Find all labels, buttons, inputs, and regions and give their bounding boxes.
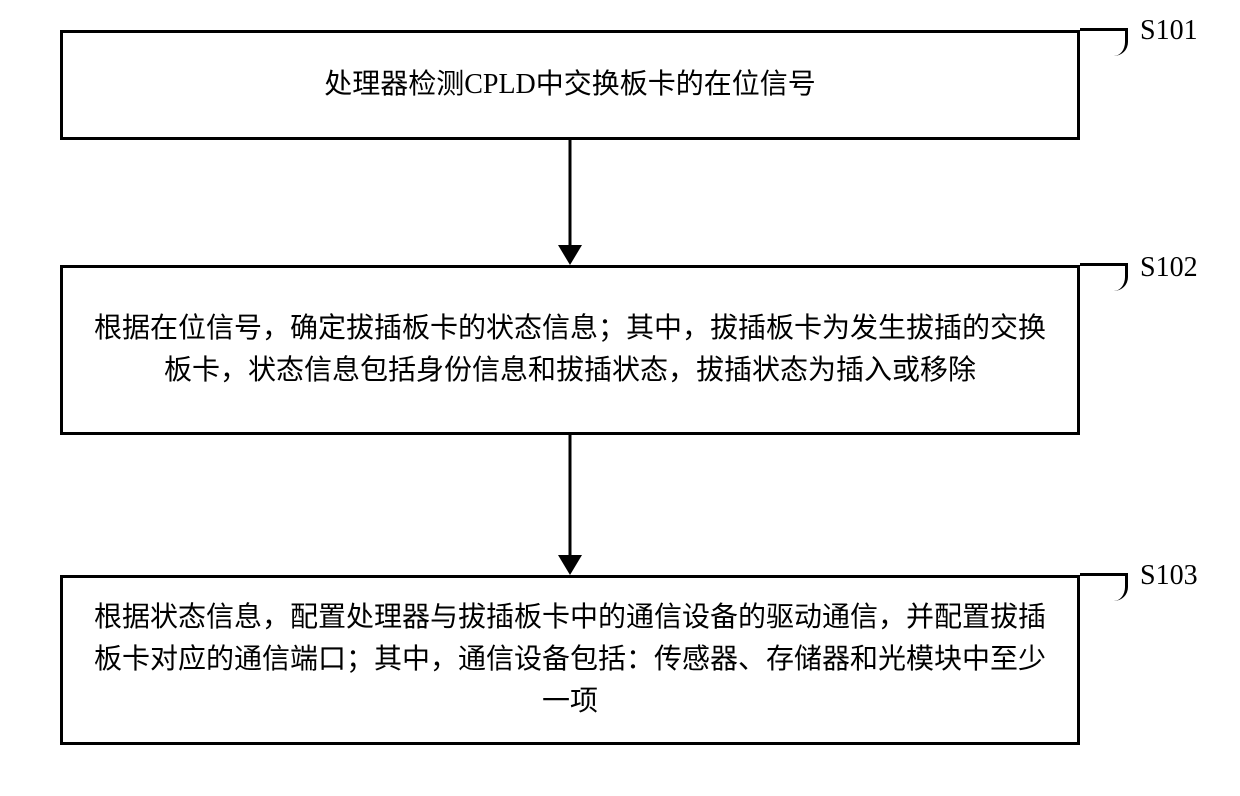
arrow-head [558,555,582,575]
node-text: 处理器检测CPLD中交换板卡的在位信号 [324,64,816,106]
arrow-line [569,140,572,245]
arrow-head [558,245,582,265]
flowchart-container: 处理器检测CPLD中交换板卡的在位信号 S101 根据在位信号，确定拔插板卡的状… [0,0,1240,796]
label-connector [1080,263,1128,291]
flowchart-node-s102: 根据在位信号，确定拔插板卡的状态信息；其中，拔插板卡为发生拔插的交换板卡，状态信… [60,265,1080,435]
node-text: 根据状态信息，配置处理器与拔插板卡中的通信设备的驱动通信，并配置拔插板卡对应的通… [87,597,1053,723]
arrow-line [569,435,572,555]
label-connector [1080,573,1128,601]
node-text: 根据在位信号，确定拔插板卡的状态信息；其中，拔插板卡为发生拔插的交换板卡，状态信… [87,308,1053,392]
step-label-s103: S103 [1140,560,1198,592]
step-label-s101: S101 [1140,15,1198,47]
step-label-s102: S102 [1140,252,1198,284]
label-connector [1080,28,1128,56]
flowchart-node-s101: 处理器检测CPLD中交换板卡的在位信号 [60,30,1080,140]
flowchart-node-s103: 根据状态信息，配置处理器与拔插板卡中的通信设备的驱动通信，并配置拔插板卡对应的通… [60,575,1080,745]
